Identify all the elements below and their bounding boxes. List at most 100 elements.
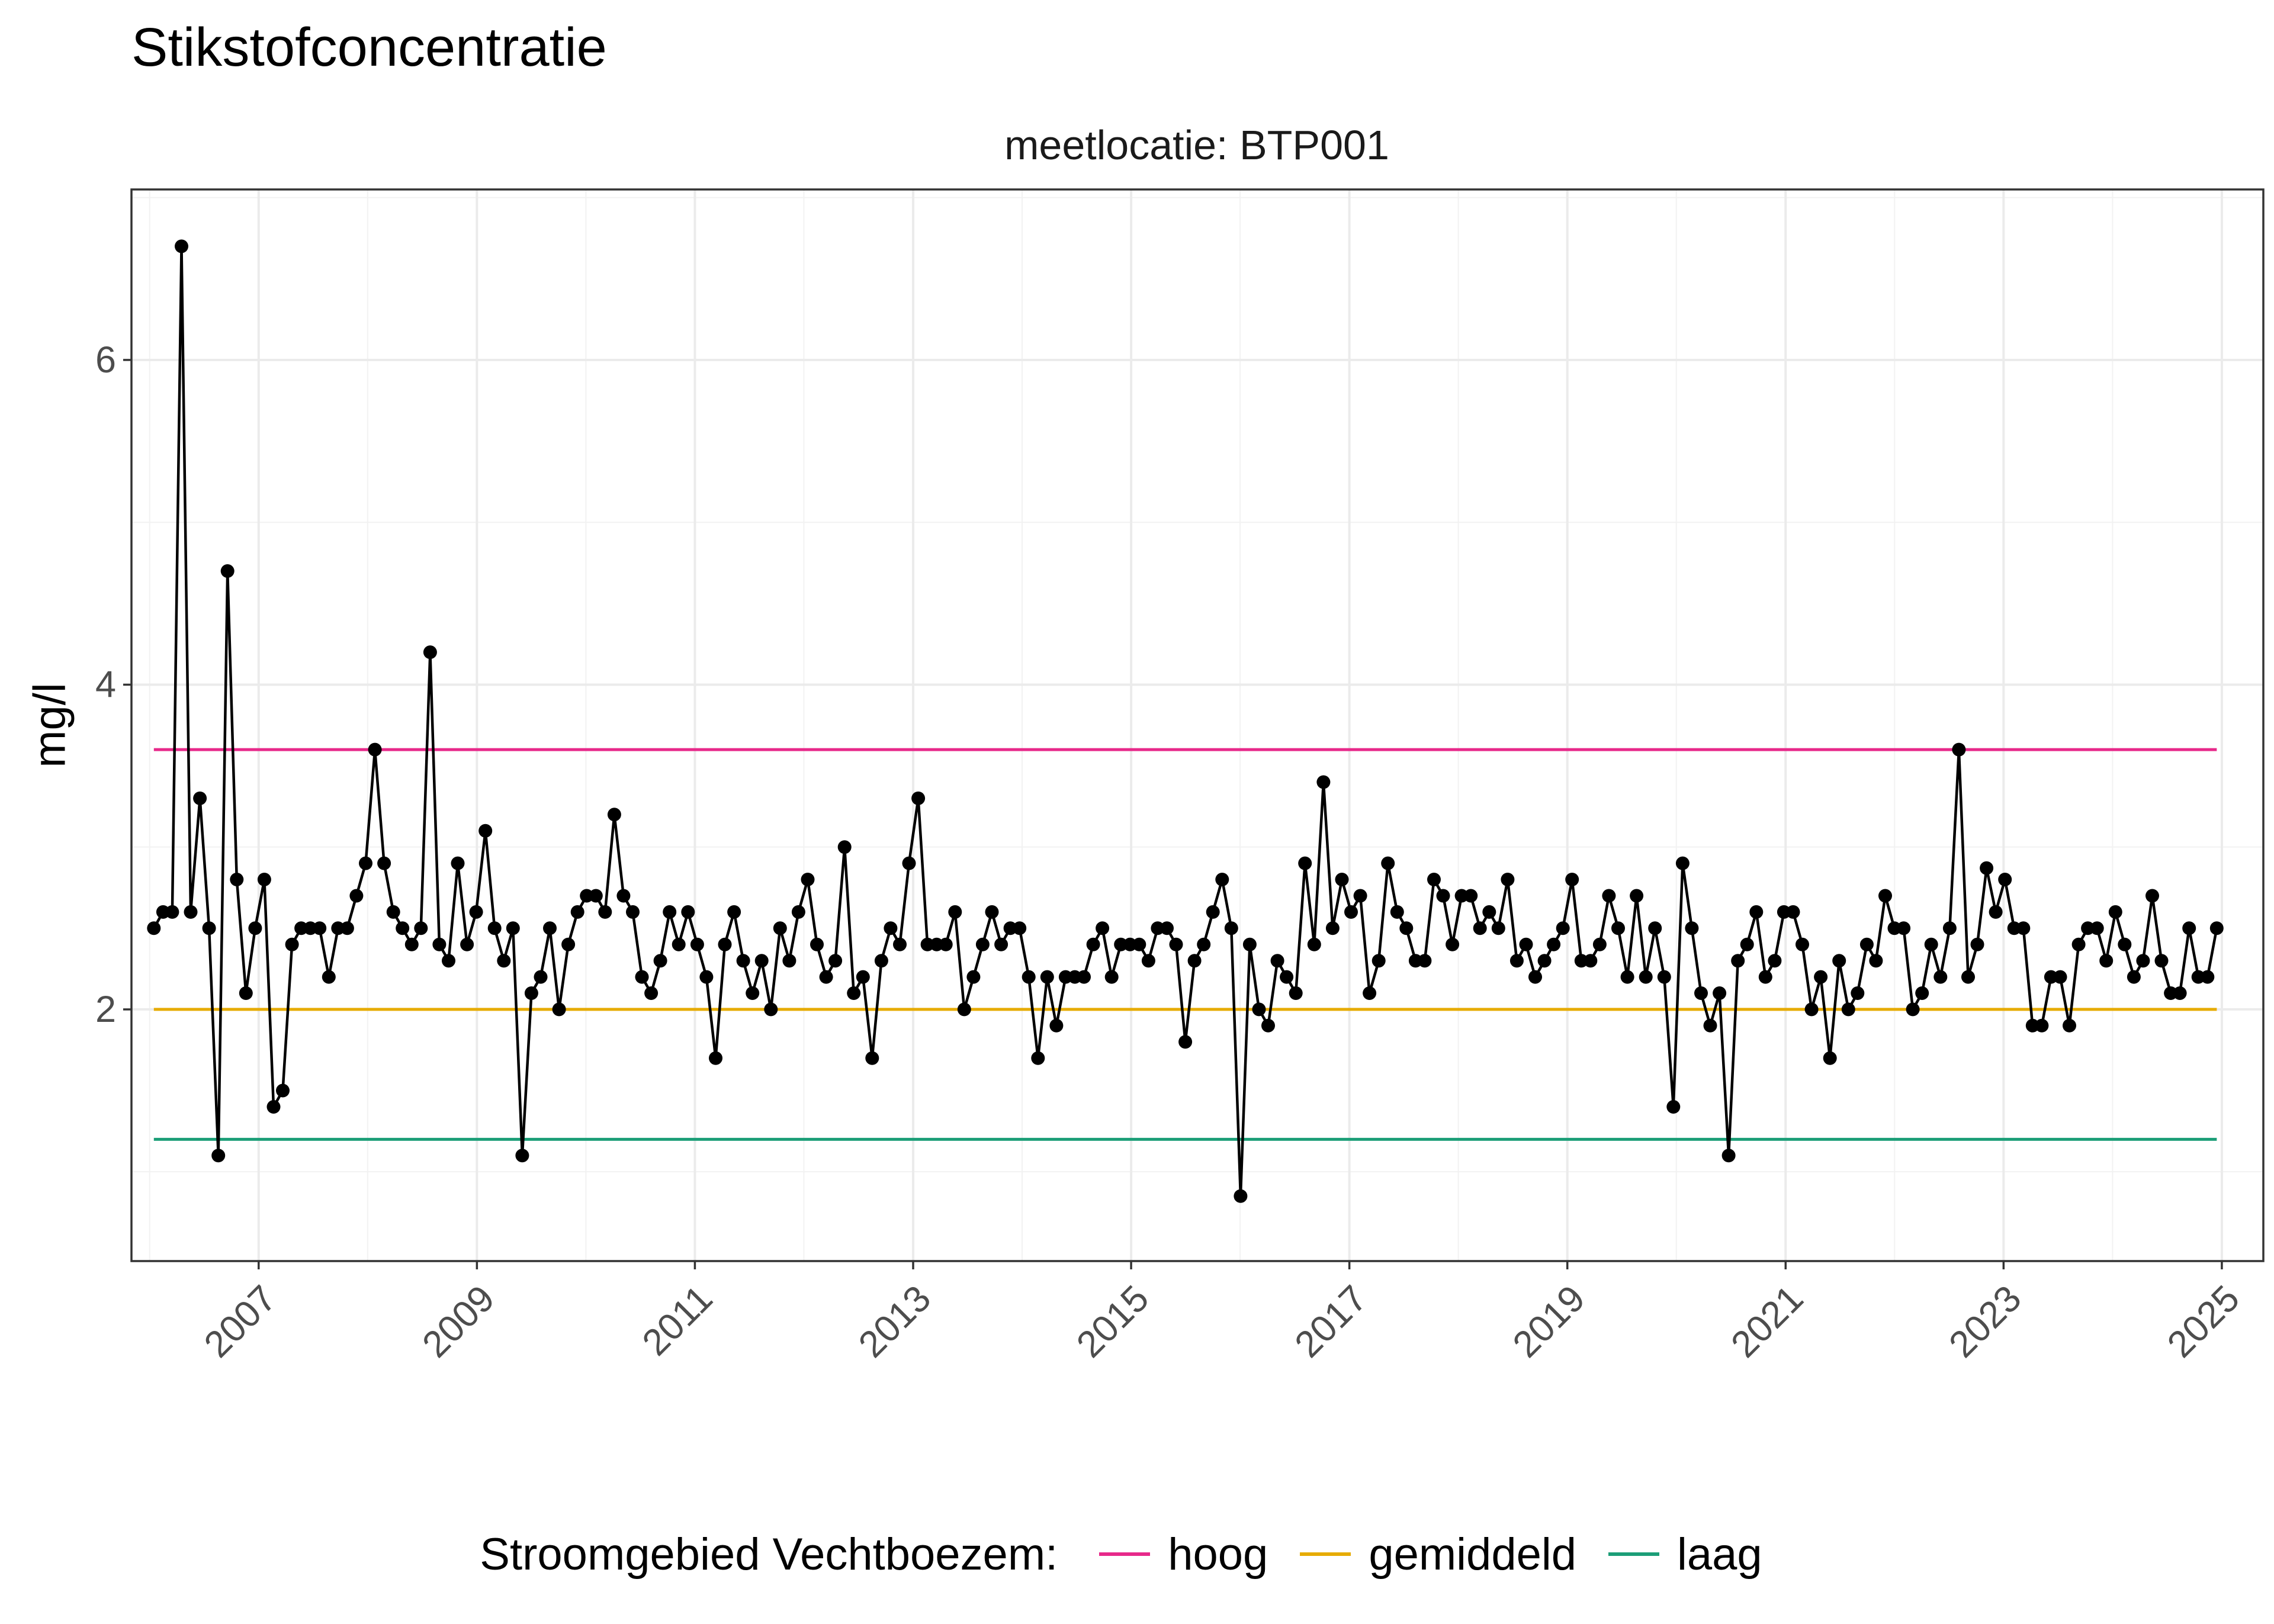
- data-point: [2145, 889, 2159, 903]
- data-point: [2118, 937, 2132, 951]
- data-point: [1132, 937, 1146, 951]
- data-point: [2071, 937, 2086, 951]
- data-point: [1096, 921, 1110, 935]
- data-point: [552, 1002, 566, 1017]
- data-point: [1270, 954, 1284, 968]
- data-point: [432, 937, 447, 951]
- data-point: [1611, 921, 1625, 935]
- data-point: [847, 986, 861, 1000]
- data-point: [2154, 954, 2169, 968]
- data-point: [368, 742, 382, 757]
- data-point: [1565, 873, 1579, 886]
- data-point: [828, 954, 843, 968]
- data-point: [230, 873, 244, 886]
- y-tick-label: 6: [95, 339, 116, 381]
- plot-panel-border: [130, 188, 2265, 1262]
- data-point: [1897, 921, 1911, 935]
- data-point: [2136, 954, 2150, 968]
- legend-item-gemiddeld: gemiddeld: [1300, 1529, 1576, 1580]
- data-point: [175, 239, 188, 253]
- data-point: [1234, 1189, 1248, 1203]
- data-point: [819, 970, 833, 984]
- data-point: [856, 970, 870, 984]
- legend-label-gemiddeld: gemiddeld: [1369, 1529, 1577, 1580]
- data-point: [589, 889, 603, 903]
- data-point: [1592, 937, 1607, 951]
- legend-item-hoog: hoog: [1099, 1529, 1268, 1580]
- data-point: [1841, 1002, 1855, 1017]
- grid-lines: [131, 189, 2263, 1261]
- data-point: [1980, 861, 1994, 875]
- data-point: [1316, 775, 1331, 789]
- data-point: [1031, 1051, 1045, 1065]
- data-point: [1298, 856, 1312, 870]
- data-point: [1933, 970, 1948, 984]
- legend: Stroomgebied Vechtboezem: hoog gemiddeld…: [0, 1519, 2274, 1590]
- data-point: [1675, 856, 1690, 870]
- data-point: [1160, 921, 1174, 935]
- legend-title: Stroomgebied Vechtboezem:: [480, 1529, 1058, 1580]
- legend-item-laag: laag: [1608, 1529, 1762, 1580]
- data-point: [1998, 873, 2012, 886]
- data-point: [1832, 954, 1846, 968]
- data-point: [709, 1051, 722, 1065]
- data-point: [248, 921, 262, 935]
- data-point: [1436, 889, 1450, 903]
- data-point: [1224, 921, 1238, 935]
- data-point: [423, 645, 437, 660]
- data-point: [313, 921, 327, 935]
- data-point: [810, 937, 824, 951]
- data-point: [257, 873, 271, 886]
- data-point: [1022, 970, 1036, 984]
- data-point: [1501, 873, 1515, 886]
- data-point: [1242, 937, 1257, 951]
- data-point: [1381, 856, 1395, 870]
- data-point: [681, 905, 695, 919]
- data-point: [1721, 1149, 1736, 1163]
- data-point: [1344, 905, 1358, 919]
- data-point: [239, 986, 253, 1000]
- data-series: [147, 239, 2224, 1203]
- data-point: [276, 1083, 290, 1098]
- data-point: [1197, 937, 1211, 951]
- data-point: [1104, 970, 1119, 984]
- data-point: [184, 905, 198, 919]
- data-point: [1823, 1051, 1837, 1065]
- data-point: [2108, 905, 2122, 919]
- data-point: [1906, 1002, 1920, 1017]
- data-point: [266, 1100, 281, 1114]
- data-point: [1657, 970, 1671, 984]
- data-point: [1768, 954, 1782, 968]
- data-point: [1390, 905, 1404, 919]
- data-point: [635, 970, 649, 984]
- data-point: [478, 824, 493, 838]
- data-point: [487, 921, 502, 935]
- data-point: [414, 921, 428, 935]
- data-point: [1261, 1018, 1275, 1033]
- data-point: [1187, 954, 1202, 968]
- data-point: [1942, 921, 1957, 935]
- data-point: [1731, 954, 1745, 968]
- data-point: [469, 905, 483, 919]
- data-point: [1077, 970, 1091, 984]
- data-point: [1584, 954, 1598, 968]
- data-point: [1694, 986, 1708, 1000]
- data-point: [764, 1002, 778, 1017]
- data-point: [1859, 937, 1874, 951]
- data-point: [1804, 1002, 1819, 1017]
- data-point: [902, 856, 916, 870]
- legend-key-gemiddeld: [1300, 1552, 1351, 1556]
- legend-key-hoog: [1099, 1552, 1151, 1556]
- data-point: [1178, 1035, 1193, 1049]
- data-point: [1786, 905, 1800, 919]
- data-point: [626, 905, 640, 919]
- data-point: [1989, 905, 2003, 919]
- data-point: [1685, 921, 1699, 935]
- chart-title: Stikstofconcentratie: [131, 17, 607, 78]
- x-tick-label: 2013: [851, 1278, 939, 1366]
- data-point: [1740, 937, 1754, 951]
- data-point: [460, 937, 474, 951]
- facet-strip-label: meetlocatie: BTP001: [1004, 122, 1389, 168]
- data-point: [349, 889, 364, 903]
- data-point: [1639, 970, 1653, 984]
